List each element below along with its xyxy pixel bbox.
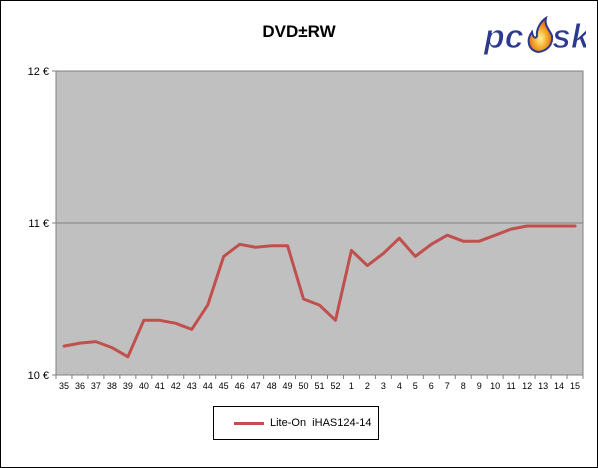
y-tick-label: 10 € [28, 370, 49, 382]
y-axis: 10 € 11 € 12 € [28, 66, 57, 382]
x-tick-label: 43 [187, 381, 197, 391]
x-tick-label: 6 [429, 381, 434, 391]
x-tick-label: 5 [413, 381, 418, 391]
x-tick-label: 1 [349, 381, 354, 391]
x-tick-label: 13 [538, 381, 548, 391]
x-tick-label: 40 [139, 381, 149, 391]
x-tick-label: 39 [123, 381, 133, 391]
x-tick-label: 37 [91, 381, 101, 391]
x-tick-label: 10 [490, 381, 500, 391]
x-tick-label: 44 [203, 381, 213, 391]
x-tick-label: 52 [330, 381, 340, 391]
legend-label: Lite-On iHAS124-14 [270, 417, 372, 429]
x-tick-label: 7 [445, 381, 450, 391]
x-tick-label: 3 [381, 381, 386, 391]
chart-title: DVD±RW [262, 22, 336, 41]
y-tick-label: 12 € [28, 66, 49, 78]
x-tick-label: 48 [267, 381, 277, 391]
x-tick-label: 11 [506, 381, 515, 391]
x-tick-label: 8 [461, 381, 466, 391]
x-tick-label: 41 [155, 381, 165, 391]
x-tick-label: 45 [219, 381, 229, 391]
series-layer [62, 224, 577, 359]
x-tick-label: 38 [107, 381, 117, 391]
x-tick-label: 14 [554, 381, 564, 391]
x-tick-label: 50 [299, 381, 309, 391]
pcsk-logo: pc sk [483, 15, 586, 57]
x-tick-label: 42 [171, 381, 181, 391]
x-axis: 35 36 37 38 39 40 41 42 43 44 45 46 47 48 49 50 51 52 1 2 3 4… [55, 374, 584, 391]
x-tick-label: 2 [365, 381, 370, 391]
y-tick-label: 11 € [28, 218, 49, 230]
x-tick-label: 12 [522, 381, 532, 391]
x-tick-label: 35 [59, 381, 69, 391]
x-tick-label: 51 [314, 381, 324, 391]
x-tick-label: 15 [570, 381, 580, 391]
x-tick-label: 49 [283, 381, 293, 391]
legend-swatch [234, 421, 264, 425]
series-line [62, 224, 577, 359]
x-tick-label: 9 [477, 381, 482, 391]
svg-text:pc: pc [483, 18, 524, 56]
svg-text:sk: sk [552, 18, 586, 56]
x-tick-label: 4 [397, 381, 402, 391]
x-tick-label: 46 [235, 381, 245, 391]
x-tick-label: 47 [251, 381, 261, 391]
legend: Lite-On iHAS124-14 [213, 406, 379, 440]
x-tick-label: 36 [75, 381, 85, 391]
